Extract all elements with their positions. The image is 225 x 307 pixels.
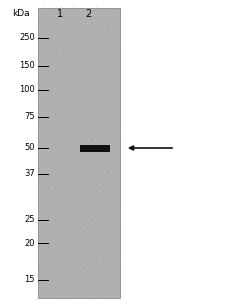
Text: 15: 15 (25, 275, 35, 285)
Text: 250: 250 (19, 33, 35, 42)
Text: 1: 1 (57, 9, 63, 19)
Text: 20: 20 (25, 239, 35, 247)
Text: 2: 2 (86, 9, 92, 19)
Text: 50: 50 (25, 143, 35, 153)
Text: 150: 150 (19, 61, 35, 71)
Bar (38, 8, 120, 298)
Text: 25: 25 (25, 216, 35, 224)
Text: 100: 100 (19, 86, 35, 95)
Text: 75: 75 (24, 112, 35, 122)
Text: 37: 37 (24, 169, 35, 178)
Bar (80, 145, 110, 151)
Text: kDa: kDa (12, 10, 30, 18)
